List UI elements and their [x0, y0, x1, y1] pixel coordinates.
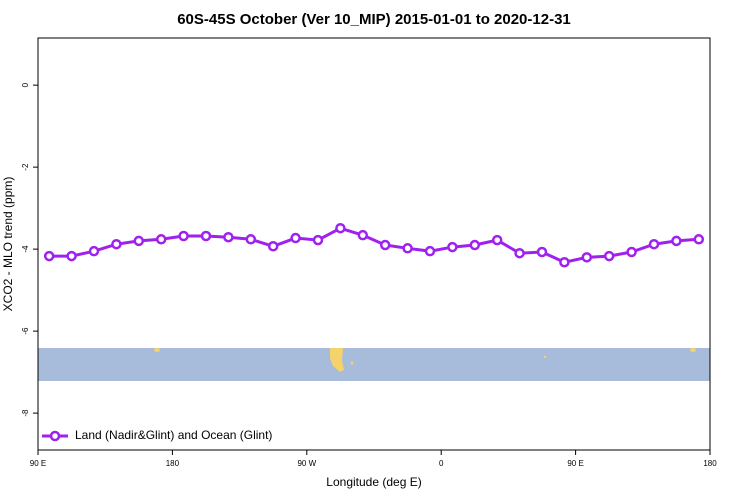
- data-point: [603, 250, 615, 262]
- data-point: [536, 246, 548, 258]
- series-line: [49, 226, 699, 264]
- y-tick-label: -2: [21, 163, 30, 171]
- legend-marker: [49, 430, 61, 442]
- data-point: [133, 235, 145, 247]
- x-tick-label: 90 E: [567, 459, 583, 468]
- data-point: [469, 239, 481, 251]
- y-axis-label: XCO2 - MLO trend (ppm): [1, 177, 15, 312]
- data-point: [357, 229, 369, 241]
- data-point: [88, 245, 100, 257]
- data-point: [335, 222, 346, 234]
- data-point: [200, 230, 212, 242]
- data-point: [648, 238, 660, 250]
- data-point: [402, 243, 413, 254]
- data-point: [514, 247, 525, 259]
- land-patch: [330, 348, 344, 372]
- map-strip: [38, 348, 710, 381]
- y-tick-label: -4: [21, 245, 30, 253]
- data-point: [223, 231, 234, 243]
- y-tick-label: 0: [21, 82, 30, 87]
- data-point: [66, 250, 77, 262]
- data-point: [626, 246, 637, 258]
- y-tick-label: -6: [21, 327, 30, 335]
- plot-frame: [37, 37, 711, 451]
- land-patch: [350, 361, 354, 365]
- y-tick-label: -8: [21, 409, 30, 417]
- land-patch: [154, 348, 160, 352]
- x-tick-label: 0: [439, 459, 444, 468]
- data-point: [424, 245, 436, 257]
- data-point: [245, 234, 257, 245]
- data-point: [581, 252, 593, 263]
- data-point: [559, 256, 570, 268]
- x-tick-label: 90 W: [297, 459, 316, 468]
- data-point: [671, 235, 682, 247]
- data-point: [43, 250, 55, 262]
- data-point: [447, 241, 458, 253]
- data-point: [312, 234, 324, 246]
- data-point: [267, 241, 279, 252]
- x-axis-label: Longitude (deg E): [326, 475, 421, 489]
- data-point: [290, 232, 301, 244]
- x-tick-label: 180: [703, 459, 717, 468]
- data-point: [111, 238, 122, 250]
- chart-title: 60S-45S October (Ver 10_MIP) 2015-01-01 …: [177, 11, 571, 28]
- data-point: [379, 239, 391, 251]
- x-tick-label: 90 E: [30, 459, 46, 468]
- land-patch: [543, 355, 547, 359]
- data-point: [491, 234, 503, 246]
- data-point: [178, 230, 189, 242]
- x-tick-label: 180: [166, 459, 180, 468]
- data-point: [693, 234, 705, 245]
- ocean-band: [38, 348, 710, 381]
- land-patch: [690, 348, 696, 352]
- legend-label: Land (Nadir&Glint) and Ocean (Glint): [75, 428, 272, 442]
- data-point: [155, 234, 167, 245]
